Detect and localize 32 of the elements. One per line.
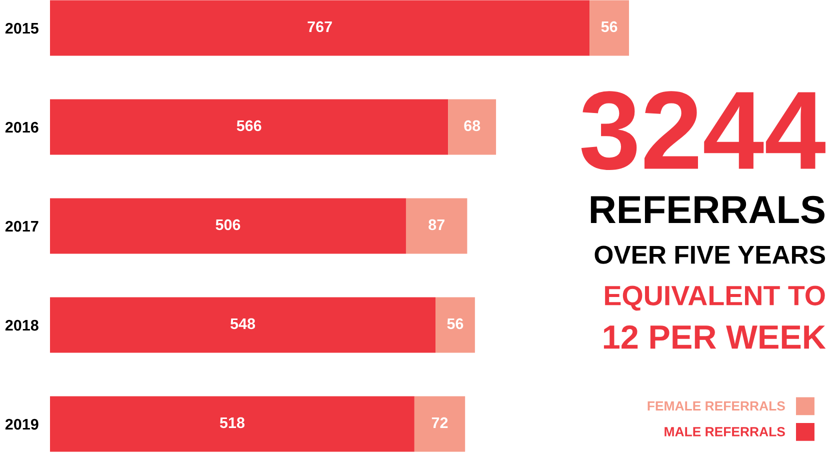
bar — [436, 297, 475, 353]
annotation: 12 PER WEEK — [604, 325, 826, 349]
y-tick-label: 2017 — [5, 220, 38, 232]
bar — [448, 99, 496, 155]
data-label: 506 — [216, 219, 240, 230]
annotation: OVER FIVE YEARS — [594, 246, 825, 264]
bar — [414, 396, 466, 452]
data-label: 767 — [308, 21, 332, 32]
data-label: 56 — [601, 21, 618, 32]
bar — [50, 297, 436, 353]
y-tick-label: 2019 — [5, 418, 38, 430]
legend-label: MALE REFERRALS — [664, 427, 785, 436]
bar — [50, 0, 590, 56]
data-label: 56 — [447, 318, 464, 330]
data-label: 87 — [428, 219, 444, 230]
data-label: 548 — [230, 318, 256, 330]
bar — [50, 198, 406, 254]
data-label: 68 — [464, 120, 480, 132]
bar — [590, 0, 629, 56]
annotation: EQUIVALENT TO — [605, 286, 825, 311]
annotation: REFERRALS — [590, 196, 824, 224]
y-tick-label: 2015 — [5, 22, 38, 34]
bar — [50, 396, 414, 452]
y-tick-label: 2018 — [5, 320, 38, 331]
bar — [406, 198, 468, 254]
legend-label: FEMALE REFERRALS — [648, 401, 785, 411]
annotation: 3244 — [581, 91, 826, 170]
data-label: 566 — [236, 120, 262, 132]
data-label: 518 — [220, 417, 244, 428]
data-label: 72 — [432, 417, 448, 428]
bar — [50, 99, 448, 155]
y-tick-label: 2016 — [5, 122, 38, 133]
